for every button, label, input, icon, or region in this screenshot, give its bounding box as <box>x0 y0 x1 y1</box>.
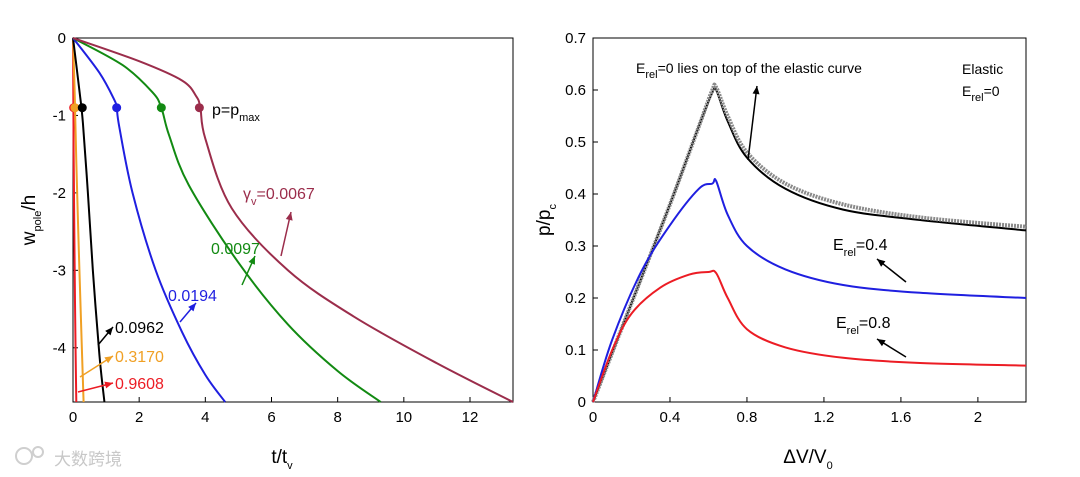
right-series <box>591 82 1027 403</box>
left-ytick-label: -3 <box>53 262 66 279</box>
legend-elastic: Elastic <box>962 61 1003 77</box>
left-ytick-label: -2 <box>53 185 66 202</box>
right-series-line-E_rel=0 <box>591 82 1027 403</box>
watermark: 大数跨境 <box>15 446 122 470</box>
left-series-marker-0.0067 <box>194 103 204 113</box>
right-ytick-label: 0.4 <box>565 186 586 203</box>
right-ytick-label: 0.5 <box>565 134 586 151</box>
left-series-line-0.0962 <box>72 37 106 403</box>
left-xtick-label: 2 <box>135 409 143 426</box>
left-ytick-label: -4 <box>53 340 66 357</box>
right-series-line-E_rel=0.4 <box>592 178 1027 403</box>
left-series-marker-0.0097 <box>156 103 166 113</box>
left-ticks: 0 2 4 6 8 10 12 0 -1 -2 -3 -4 <box>53 30 479 426</box>
arrow-erel0-head <box>752 86 760 95</box>
right-xtick-label: 0.8 <box>737 409 758 426</box>
left-y-axis-label: wpole/h <box>19 195 44 246</box>
left-series-line-0.0097 <box>72 37 382 403</box>
left-series-line-0.9608 <box>72 37 78 403</box>
left-series-line-0.3170 <box>72 37 85 403</box>
left-series-marker-0.0962 <box>77 103 87 113</box>
left-series-marker-0.3170 <box>70 103 80 113</box>
left-ytick-label: 0 <box>58 30 66 47</box>
right-chart: 0 0.4 0.8 1.2 1.6 2 0 0.1 0.2 0.3 0.4 0.5 0.6 0.7 ΔV/… <box>534 30 1027 472</box>
label-0.0097: 0.0097 <box>211 241 260 258</box>
right-ytick-label: 0.6 <box>565 82 586 99</box>
label-0.3170: 0.3170 <box>115 349 164 366</box>
right-ticks: 0 0.4 0.8 1.2 1.6 2 0 0.1 0.2 0.3 0.4 0.5 0.6 0.7 <box>565 30 982 426</box>
left-xtick-label: 12 <box>462 409 479 426</box>
right-ytick-label: 0 <box>578 394 586 411</box>
label-0.9608: 0.9608 <box>115 376 164 393</box>
left-xtick-label: 0 <box>69 409 77 426</box>
right-series-line-E_rel=0.8 <box>592 269 1027 403</box>
arrow-0.0067-head <box>285 212 293 221</box>
left-series-line-0.0067 <box>72 37 514 403</box>
right-ytick-label: 0.1 <box>565 342 586 359</box>
left-xtick-label: 8 <box>333 409 341 426</box>
left-xtick-label: 4 <box>201 409 209 426</box>
left-ytick-label: -1 <box>53 107 66 124</box>
right-ytick-label: 0.7 <box>565 30 586 47</box>
arrow-0.0194-head <box>188 303 196 312</box>
right-ytick-label: 0.3 <box>565 238 586 255</box>
right-xtick-label: 0.4 <box>660 409 681 426</box>
arrow-0.0097-head <box>248 256 255 265</box>
arrow-0.9608-head <box>104 381 113 389</box>
right-xtick-label: 0 <box>589 409 597 426</box>
watermark-text: 大数跨境 <box>54 450 122 470</box>
arrow-erel08-head <box>877 339 886 347</box>
left-series-line-0.0194 <box>72 37 226 403</box>
arrow-0.0962-head <box>105 327 113 336</box>
annotation-erel04: Erel=0.4 <box>833 237 888 259</box>
watermark-logo-icon-2 <box>32 446 44 458</box>
arrow-erel0 <box>747 85 758 161</box>
annotation-erel0-note: Erel=0 lies on top of the elastic curve <box>636 60 862 81</box>
gamma-label: γv=0.0067 <box>243 186 315 208</box>
right-x-axis-label: ΔV/V0 <box>783 447 832 472</box>
watermark-logo-icon <box>15 447 33 465</box>
right-plot-frame <box>592 37 1027 403</box>
pmax-annotation: p=pmax <box>212 102 260 124</box>
right-xtick-label: 1.6 <box>890 409 911 426</box>
left-xtick-label: 6 <box>267 409 275 426</box>
arrow-erel04-head <box>877 259 886 267</box>
arrow-0.3170-head <box>104 356 113 364</box>
right-xtick-label: 1.2 <box>814 409 835 426</box>
left-x-axis-label: t/tv <box>271 447 293 472</box>
left-xtick-label: 10 <box>395 409 412 426</box>
left-arrows <box>77 211 293 393</box>
label-0.0962: 0.0962 <box>115 320 164 337</box>
label-0.0194: 0.0194 <box>168 288 217 305</box>
right-ytick-label: 0.2 <box>565 290 586 307</box>
right-arrows <box>747 85 907 358</box>
left-series-marker-0.0194 <box>112 103 122 113</box>
legend-erel0: Erel=0 <box>962 83 1000 104</box>
right-y-axis-label: p/pc <box>534 204 559 236</box>
right-xtick-label: 2 <box>974 409 982 426</box>
left-series <box>69 37 514 403</box>
annotation-erel08: Erel=0.8 <box>836 315 891 337</box>
left-plot-frame <box>72 37 514 403</box>
left-chart: 0 2 4 6 8 10 12 0 -1 -2 -3 -4 t/tv wpole/h p=pmax γ… <box>19 30 514 472</box>
